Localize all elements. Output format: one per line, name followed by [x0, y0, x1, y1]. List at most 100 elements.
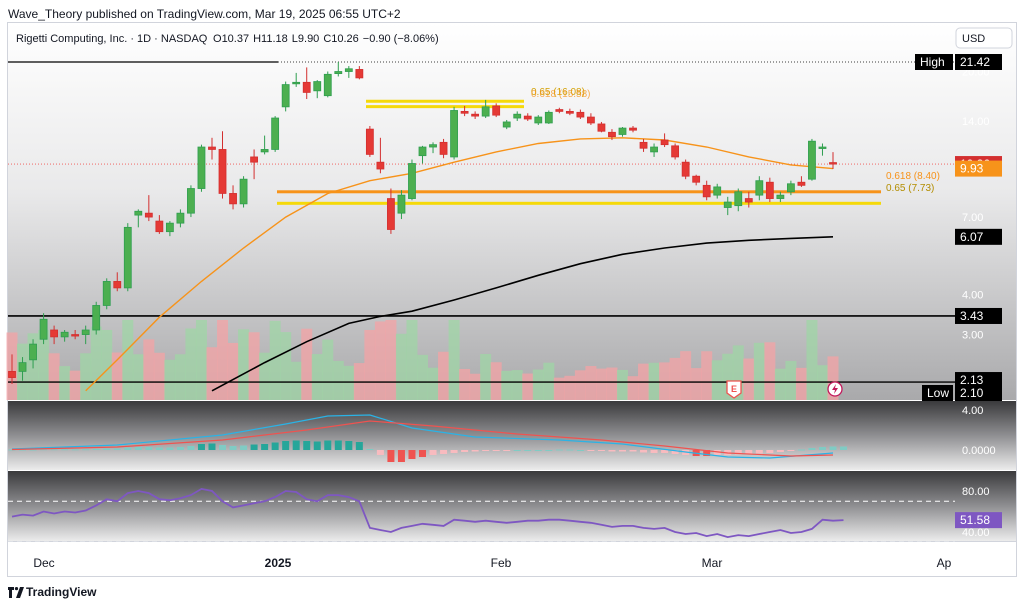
- candle[interactable]: [576, 109, 585, 119]
- candle[interactable]: [271, 116, 280, 152]
- candle[interactable]: [523, 113, 532, 121]
- earnings-marker[interactable]: E: [726, 380, 742, 399]
- candle[interactable]: [829, 152, 837, 170]
- candle[interactable]: [692, 174, 701, 186]
- candle[interactable]: [502, 119, 511, 130]
- candle[interactable]: [723, 196, 732, 216]
- candle[interactable]: [408, 159, 416, 201]
- macd-histogram-bar: [429, 450, 437, 455]
- candle[interactable]: [786, 180, 795, 196]
- candle-body: [355, 69, 364, 79]
- fib-line-0-65: [277, 201, 881, 205]
- candle[interactable]: [144, 195, 153, 222]
- candlesticks[interactable]: [8, 62, 837, 384]
- candle[interactable]: [39, 313, 48, 345]
- candle[interactable]: [544, 110, 553, 124]
- candle[interactable]: [250, 149, 258, 180]
- candle[interactable]: [29, 339, 37, 369]
- volume-bar: [417, 354, 428, 400]
- candle[interactable]: [650, 143, 658, 157]
- candle[interactable]: [618, 127, 627, 137]
- candle[interactable]: [818, 143, 827, 156]
- candle[interactable]: [597, 121, 606, 133]
- volume-bar: [385, 320, 397, 400]
- candle[interactable]: [123, 223, 132, 292]
- candle[interactable]: [102, 278, 111, 310]
- candle[interactable]: [176, 209, 185, 228]
- candle[interactable]: [671, 143, 680, 160]
- candle[interactable]: [639, 138, 648, 152]
- candle[interactable]: [344, 66, 353, 78]
- candle[interactable]: [365, 126, 374, 157]
- candle[interactable]: [165, 221, 174, 237]
- candle[interactable]: [481, 99, 490, 119]
- candle[interactable]: [608, 129, 616, 141]
- candle[interactable]: [18, 357, 27, 381]
- candle[interactable]: [113, 272, 122, 292]
- candle[interactable]: [71, 330, 80, 340]
- candle[interactable]: [734, 188, 743, 212]
- candle[interactable]: [302, 67, 311, 100]
- macd-histogram-bar: [545, 450, 553, 451]
- candle[interactable]: [397, 190, 406, 220]
- candle-body: [587, 116, 595, 124]
- candle[interactable]: [460, 105, 469, 117]
- candle[interactable]: [281, 81, 290, 112]
- candle[interactable]: [587, 113, 595, 125]
- currency-button[interactable]: USD: [955, 27, 1013, 49]
- candle[interactable]: [660, 133, 669, 148]
- candle-body: [302, 81, 311, 93]
- candle[interactable]: [681, 159, 690, 180]
- candle[interactable]: [429, 142, 437, 154]
- symbol-title[interactable]: Rigetti Computing, Inc. · 1D · NASDAQ: [16, 33, 208, 45]
- candle[interactable]: [744, 191, 753, 208]
- candle[interactable]: [418, 145, 427, 164]
- candle[interactable]: [492, 103, 501, 118]
- candle[interactable]: [134, 209, 143, 228]
- candle[interactable]: [797, 176, 806, 187]
- candle[interactable]: [713, 183, 722, 199]
- candle[interactable]: [155, 215, 164, 234]
- candle[interactable]: [702, 180, 711, 201]
- candle[interactable]: [565, 108, 574, 116]
- candle[interactable]: [387, 188, 395, 234]
- candle[interactable]: [229, 185, 237, 210]
- candle[interactable]: [513, 111, 522, 121]
- candle[interactable]: [629, 126, 637, 133]
- candle[interactable]: [755, 176, 764, 201]
- candle[interactable]: [8, 354, 16, 384]
- candle[interactable]: [50, 325, 59, 345]
- candle[interactable]: [81, 325, 90, 345]
- price-label: 6.07: [960, 230, 984, 244]
- candle[interactable]: [313, 80, 322, 99]
- footer[interactable]: TradingView: [8, 585, 96, 599]
- svg-text:E: E: [731, 384, 737, 394]
- candle[interactable]: [239, 176, 248, 208]
- volume-bar: [795, 367, 807, 400]
- lightning-event-icon[interactable]: [827, 381, 843, 397]
- candle[interactable]: [471, 111, 480, 119]
- candle[interactable]: [92, 301, 101, 335]
- candle[interactable]: [260, 135, 269, 155]
- candle[interactable]: [534, 115, 543, 125]
- candle[interactable]: [334, 62, 343, 77]
- candle[interactable]: [197, 144, 206, 192]
- candle[interactable]: [776, 191, 785, 203]
- candle[interactable]: [218, 131, 227, 199]
- candle[interactable]: [355, 66, 364, 80]
- candle[interactable]: [439, 138, 448, 159]
- candle[interactable]: [808, 138, 816, 181]
- candle[interactable]: [208, 137, 216, 160]
- candle[interactable]: [292, 72, 301, 87]
- candle[interactable]: [323, 71, 332, 98]
- candle[interactable]: [376, 137, 385, 174]
- candle[interactable]: [450, 106, 458, 160]
- volume-bar: [627, 376, 639, 400]
- price-label: 21.42: [960, 55, 990, 69]
- candle[interactable]: [765, 177, 774, 203]
- candle-body: [239, 178, 248, 205]
- candle[interactable]: [187, 185, 195, 218]
- candle[interactable]: [555, 107, 564, 114]
- candle[interactable]: [60, 330, 69, 342]
